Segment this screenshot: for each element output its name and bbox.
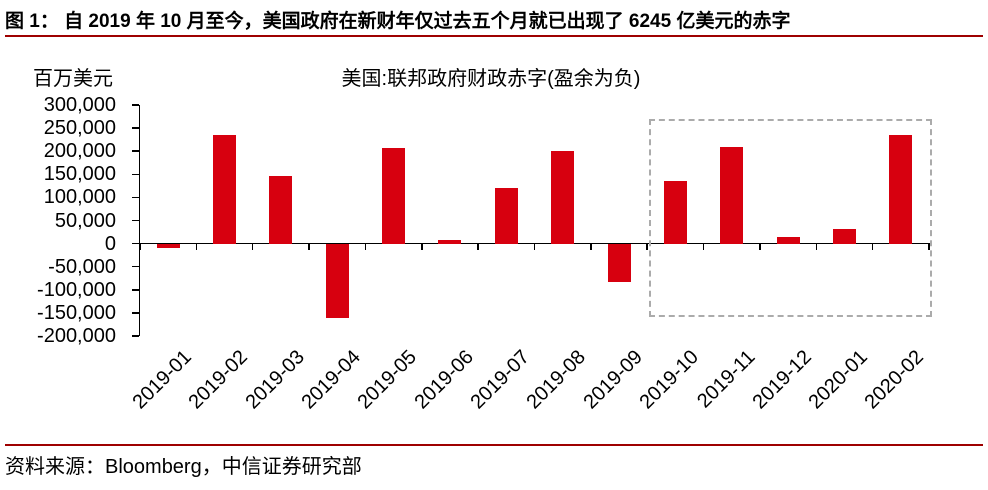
bar-2019-11 <box>720 147 744 244</box>
x-axis-tick-label: 2019-09 <box>579 346 647 414</box>
y-axis-tick <box>132 265 139 268</box>
y-axis-tick <box>132 196 139 199</box>
highlight-box <box>649 119 932 317</box>
x-axis-tick <box>139 243 141 250</box>
y-axis-tick-label: -100,000 <box>37 278 116 301</box>
y-axis-tick <box>132 242 139 245</box>
y-axis-tick <box>132 127 139 129</box>
y-axis-tick <box>132 335 139 337</box>
chart-title: 美国:联邦政府财政赤字(盈余为负) <box>341 68 641 90</box>
x-axis-tick-label: 2019-02 <box>184 346 253 414</box>
y-axis-unit-label: 百万美元 <box>33 68 113 90</box>
bar-2020-01 <box>832 228 856 244</box>
x-axis-tick-label: 2019-03 <box>241 346 309 414</box>
y-axis-tick-label: 200,000 <box>43 140 116 163</box>
x-axis-tick-label: 2019-12 <box>748 346 816 414</box>
x-axis-tick <box>308 243 310 250</box>
x-axis-tick-label: 2019-10 <box>635 346 703 414</box>
x-axis-labels: 2019-01 2019-02 2019-03 2019-04 2019-05 2019-… <box>0 346 988 426</box>
bar-2019-12 <box>776 237 800 244</box>
y-axis-tick-label: 150,000 <box>43 163 116 186</box>
top-accent-rule <box>5 35 983 37</box>
y-axis-tick <box>132 289 139 291</box>
x-axis-tick <box>871 243 874 250</box>
x-axis-tick-label: 2019-08 <box>522 346 591 414</box>
x-axis-tick <box>646 243 648 250</box>
y-axis-tick-label: -150,000 <box>37 301 116 324</box>
x-axis-tick <box>590 243 592 250</box>
y-axis-tick <box>132 150 139 152</box>
x-axis-tick <box>702 243 705 250</box>
bar-2019-06 <box>438 239 462 244</box>
x-axis-tick <box>251 243 254 250</box>
plot-area: 300,000 250,000 200,000 150,000 100,000 50,00… <box>37 94 932 347</box>
bar-2019-01 <box>156 243 180 248</box>
x-axis-tick <box>533 243 536 250</box>
x-axis-tick <box>928 243 930 250</box>
bar-2019-07 <box>494 188 518 244</box>
x-axis-tick-label: 2019-06 <box>410 346 478 414</box>
y-axis-tick <box>132 312 139 314</box>
x-axis-tick-label: 2019-01 <box>128 346 196 414</box>
y-axis-tick-label: 250,000 <box>43 117 116 140</box>
y-axis-tick-label: 50,000 <box>54 209 116 232</box>
y-axis-tick <box>132 104 139 106</box>
bar-2019-08 <box>551 151 575 244</box>
y-axis-line <box>138 105 140 336</box>
x-axis-tick <box>477 243 479 250</box>
bar-2020-02 <box>889 134 913 244</box>
y-axis-tick-label: 100,000 <box>43 186 116 209</box>
x-axis-tick <box>421 243 423 250</box>
bar-2019-02 <box>213 135 237 244</box>
bar-2019-09 <box>607 243 631 282</box>
x-axis-tick <box>195 243 198 250</box>
x-axis-tick-label: 2019-11 <box>692 346 760 413</box>
x-axis-tick-label: 2020-02 <box>860 346 929 414</box>
bottom-accent-rule <box>5 444 983 446</box>
x-axis-tick <box>759 243 761 250</box>
y-axis-tick-label: -50,000 <box>48 255 116 278</box>
bar-2019-10 <box>663 181 687 244</box>
bar-2019-03 <box>269 175 293 244</box>
x-axis-tick-label: 2019-07 <box>466 346 534 414</box>
y-axis-tick-label: -200,000 <box>37 325 116 347</box>
x-axis-tick <box>364 243 367 250</box>
bar-2019-04 <box>325 243 349 318</box>
y-axis-tick-label: 300,000 <box>43 94 116 116</box>
y-axis-tick-label: 0 <box>104 232 116 255</box>
bar-2019-05 <box>382 147 406 244</box>
figure-caption: 图 1： 自 2019 年 10 月至今，美国政府在新财年仅过去五个月就已出现了… <box>5 11 791 32</box>
source-note: 资料来源：Bloomberg，中信证券研究部 <box>5 456 362 478</box>
x-axis-tick <box>815 243 818 250</box>
x-axis-tick-label: 2020-01 <box>804 346 873 414</box>
y-axis-tick <box>132 219 139 222</box>
y-axis-tick <box>132 173 139 176</box>
x-axis-tick-label: 2019-04 <box>297 346 365 414</box>
x-axis-tick-label: 2019-05 <box>353 346 422 414</box>
